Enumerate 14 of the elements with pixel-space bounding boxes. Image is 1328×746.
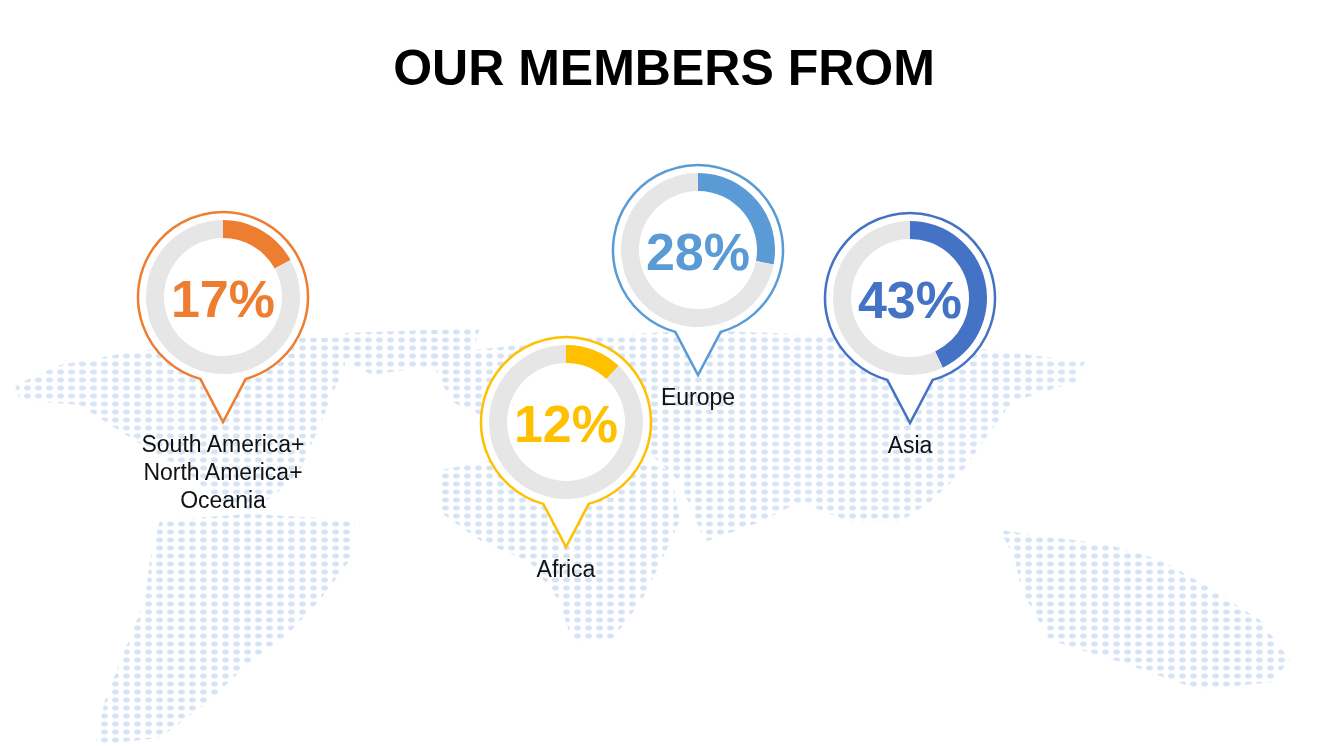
- text: South America+ North America+ Oceania: [140, 430, 306, 514]
- donut-slice: [146, 220, 300, 374]
- text: Europe: [660, 384, 736, 410]
- text: 43%: [857, 271, 963, 329]
- donut-slice: [566, 345, 619, 379]
- text: 17%: [170, 270, 276, 328]
- text: 12%: [513, 395, 619, 453]
- donut-slice: [489, 345, 643, 499]
- text: Asia: [886, 431, 934, 459]
- text: 28%: [645, 223, 751, 281]
- text: OUR MEMBERS FROM: [392, 39, 936, 98]
- donut-slice: [223, 220, 291, 269]
- text: Africa: [535, 555, 597, 583]
- donut-slice: [621, 173, 774, 327]
